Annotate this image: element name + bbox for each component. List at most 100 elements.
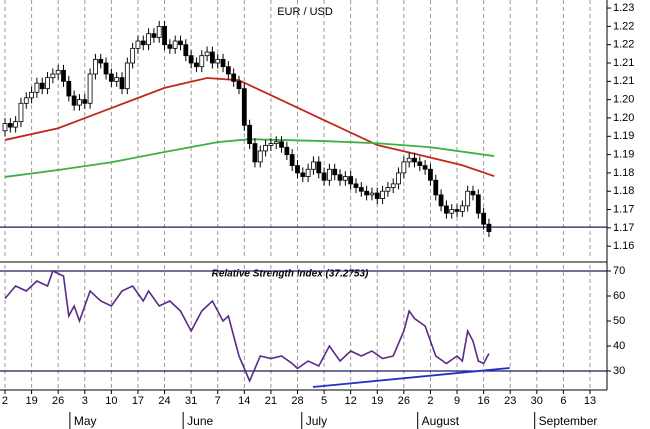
x-tick-label: 7 xyxy=(215,395,221,407)
candle-body xyxy=(268,143,274,146)
y-tick-label: 1.20 xyxy=(613,94,634,106)
y-tick-label: 1.20 xyxy=(613,112,634,124)
candle-body xyxy=(433,179,439,196)
candle-body xyxy=(151,33,157,38)
candle-body xyxy=(326,168,332,181)
y-tick-label: 50 xyxy=(613,315,625,327)
candle-body xyxy=(396,172,401,185)
candle-body xyxy=(188,55,194,64)
candle-body xyxy=(417,161,423,166)
y-tick-label: 1.18 xyxy=(613,185,634,197)
candle-body xyxy=(215,58,221,64)
x-tick-label: 16 xyxy=(477,395,489,407)
candle-body xyxy=(422,165,428,170)
candle-body xyxy=(66,80,72,97)
y-tick-label: 1.23 xyxy=(613,2,634,14)
candle-body xyxy=(257,150,263,163)
candle-body xyxy=(374,192,380,199)
x-tick-label: 2 xyxy=(427,395,433,407)
candle-body xyxy=(465,190,471,207)
candle-body xyxy=(273,141,279,145)
month-label: September xyxy=(539,414,598,428)
x-tick-label: 14 xyxy=(238,395,250,407)
moving-average xyxy=(4,77,495,178)
candle-body xyxy=(470,190,476,196)
candle-body xyxy=(348,176,354,185)
candle-body xyxy=(449,209,455,214)
month-label: May xyxy=(74,414,97,428)
candle-body xyxy=(321,172,327,181)
candle-body xyxy=(45,77,50,90)
candle-body xyxy=(305,168,311,177)
y-tick-label: 1.17 xyxy=(613,222,634,234)
candle-body xyxy=(23,97,29,104)
candle-body xyxy=(390,183,396,188)
candle-body xyxy=(194,62,199,68)
candle-body xyxy=(220,58,226,68)
candle-body xyxy=(225,66,231,75)
chart-title: EUR / USD xyxy=(277,6,333,18)
candle-body xyxy=(332,168,338,176)
y-tick-label: 1.19 xyxy=(613,130,634,142)
x-tick-label: 5 xyxy=(321,395,327,407)
candle-body xyxy=(7,123,13,128)
x-tick-label: 10 xyxy=(105,395,117,407)
candle-body xyxy=(29,91,34,99)
candle-body xyxy=(236,80,242,90)
candle-body xyxy=(231,73,237,82)
y-tick-label: 30 xyxy=(613,365,625,377)
x-tick-label: 26 xyxy=(398,395,410,407)
candle-body xyxy=(199,55,205,68)
candle-body xyxy=(103,62,109,75)
x-tick-label: 13 xyxy=(584,395,596,407)
x-tick-label: 19 xyxy=(25,395,37,407)
candle-body xyxy=(167,44,173,49)
candle-body xyxy=(2,123,8,132)
candle-body xyxy=(358,187,364,192)
candle-body xyxy=(279,141,284,148)
y-tick-label: 1.21 xyxy=(613,75,634,87)
candle-body xyxy=(459,205,465,212)
candle-body xyxy=(295,165,300,174)
x-tick-label: 28 xyxy=(291,395,303,407)
candle-body xyxy=(178,40,183,46)
x-tick-label: 26 xyxy=(52,395,64,407)
candle-body xyxy=(183,44,189,57)
candle-body xyxy=(162,25,167,46)
candle-body xyxy=(18,102,24,123)
candle-body xyxy=(428,168,433,181)
candle-body xyxy=(61,69,66,82)
candle-body xyxy=(135,40,141,49)
candle-body xyxy=(241,88,247,126)
candle-body xyxy=(342,176,348,181)
candle-body xyxy=(130,47,136,64)
candle-body xyxy=(82,99,88,104)
y-tick-label: 1.19 xyxy=(613,149,634,161)
candle-body xyxy=(124,62,130,90)
candle-body xyxy=(380,190,385,199)
y-tick-label: 70 xyxy=(613,265,625,277)
candle-body xyxy=(406,157,412,163)
candle-body xyxy=(108,73,114,82)
candle-body xyxy=(337,174,343,181)
candle-body xyxy=(119,77,125,90)
candle-body xyxy=(13,121,19,128)
candle-body xyxy=(284,146,290,155)
candle-body xyxy=(475,194,481,214)
candle-body xyxy=(114,77,120,82)
x-tick-label: 19 xyxy=(371,395,383,407)
candle-body xyxy=(156,25,162,38)
month-label: July xyxy=(306,414,327,428)
candle-body xyxy=(50,73,56,79)
candle-body xyxy=(438,194,444,207)
candle-body xyxy=(210,51,215,64)
trendline xyxy=(312,367,510,388)
candle-body xyxy=(55,69,61,75)
month-label: August xyxy=(422,414,460,428)
candle-body xyxy=(39,82,45,90)
candle-body xyxy=(77,99,82,106)
x-tick-label: 12 xyxy=(345,395,357,407)
candle-body xyxy=(454,209,460,212)
candle-body xyxy=(247,124,253,145)
